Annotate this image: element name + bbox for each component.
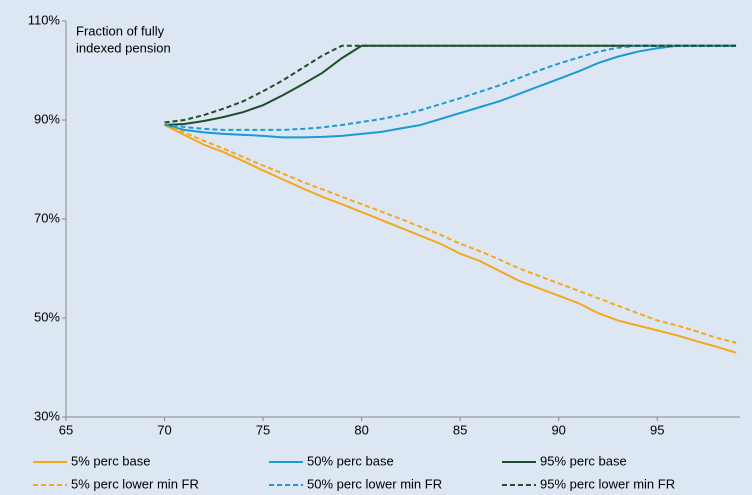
y-tick-label: 30%	[34, 408, 60, 423]
x-tick-label: 75	[256, 422, 270, 437]
legend-label: 50% perc base	[307, 453, 394, 468]
y-tick-label: 50%	[34, 309, 60, 324]
legend-label: 5% perc lower min FR	[71, 476, 199, 491]
series-line	[164, 44, 737, 124]
y-tick-label: 90%	[34, 111, 60, 126]
legend-label: 95% perc base	[540, 453, 627, 468]
x-tick-label: 90	[551, 422, 565, 437]
y-tick-label: 110%	[28, 12, 61, 27]
x-tick-label: 85	[453, 422, 467, 437]
y-tick-label: 70%	[34, 210, 60, 225]
series-line	[164, 124, 737, 354]
series-line	[164, 44, 737, 139]
annotation: indexed pension	[76, 40, 171, 55]
x-tick-label: 70	[157, 422, 171, 437]
series-line	[164, 44, 737, 126]
annotation: Fraction of fully	[76, 23, 165, 38]
series-line	[164, 124, 737, 344]
x-tick-label: 95	[650, 422, 664, 437]
legend-label: 5% perc base	[71, 453, 151, 468]
x-tick-label: 80	[354, 422, 368, 437]
x-tick-label: 65	[59, 422, 73, 437]
legend-label: 95% perc lower min FR	[540, 476, 675, 491]
legend-label: 50% perc lower min FR	[307, 476, 442, 491]
series-line	[164, 44, 737, 131]
